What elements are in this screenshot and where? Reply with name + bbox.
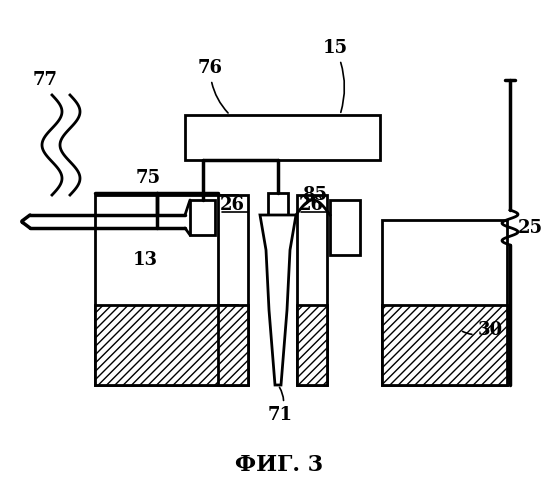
Bar xyxy=(218,305,248,385)
Bar xyxy=(185,115,380,160)
Bar xyxy=(382,305,507,385)
Polygon shape xyxy=(260,215,296,385)
Bar xyxy=(95,195,237,385)
Bar xyxy=(297,195,327,385)
Text: 26: 26 xyxy=(219,196,244,214)
Bar xyxy=(218,195,248,385)
Text: 75: 75 xyxy=(136,169,161,187)
Text: 13: 13 xyxy=(132,251,157,269)
Text: 25: 25 xyxy=(510,219,542,237)
Bar xyxy=(268,193,288,215)
Bar xyxy=(95,305,237,385)
Text: 30: 30 xyxy=(463,321,503,339)
Text: 77: 77 xyxy=(32,71,57,89)
Text: 26: 26 xyxy=(299,196,324,214)
Text: 85: 85 xyxy=(302,186,328,204)
Bar xyxy=(382,220,507,385)
Text: 15: 15 xyxy=(323,39,348,113)
Bar xyxy=(330,200,360,255)
Bar xyxy=(297,305,327,385)
Text: 71: 71 xyxy=(267,388,292,424)
Text: ФИГ. 3: ФИГ. 3 xyxy=(235,454,323,476)
Bar xyxy=(190,200,215,235)
Text: 76: 76 xyxy=(198,59,228,113)
